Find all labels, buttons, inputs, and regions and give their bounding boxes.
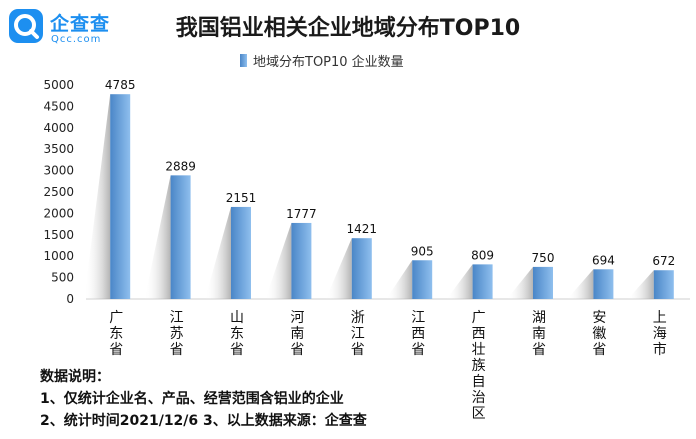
bar-shadow: [84, 94, 111, 300]
bar: [110, 94, 131, 300]
bar: [472, 264, 493, 299]
bar-shadow: [627, 270, 654, 299]
bar-shadow: [567, 269, 594, 299]
bar: [170, 175, 191, 299]
bar-shadow: [507, 266, 533, 299]
x-tick-label: 广东省: [109, 310, 123, 358]
data-label: 694: [592, 253, 615, 267]
qcc-logo-icon: [9, 9, 43, 43]
y-tick-label: 1000: [43, 249, 74, 263]
y-tick-label: 500: [51, 271, 74, 285]
x-tick-label: 江西省: [411, 310, 425, 358]
x-tick-label: 湖南省: [532, 310, 546, 358]
chart-title: 我国铝业相关企业地域分布TOP10: [175, 16, 521, 41]
brand-logo: 企查查 Qcc.com: [8, 8, 158, 48]
x-tick-label: 河南省: [290, 310, 304, 358]
y-tick-label: 3000: [43, 164, 74, 178]
chart-legend: 地域分布TOP10 企业数量: [240, 50, 404, 70]
bar-shadow: [446, 264, 473, 299]
bar-shadow: [144, 175, 171, 299]
brand-name-en: Qcc.com: [51, 34, 102, 45]
data-label: 809: [471, 248, 494, 262]
brand-name-cn: 企查查: [50, 13, 111, 35]
y-tick-label: 2500: [43, 185, 74, 199]
y-tick-label: 3500: [43, 142, 74, 156]
notes-heading: 数据说明：: [40, 369, 110, 385]
y-tick-label: 1500: [43, 228, 74, 242]
data-label: 2889: [165, 159, 196, 173]
bar: [412, 260, 433, 299]
notes-line-1: 1、仅统计企业名、产品、经营范围含铝业的企业: [40, 391, 344, 407]
x-tick-label: 上海市: [653, 310, 667, 358]
bar: [593, 269, 614, 299]
x-tick-label: 浙江省: [351, 310, 365, 358]
bar: [533, 266, 553, 299]
legend-swatch: [240, 53, 247, 67]
bar: [291, 222, 312, 299]
data-label: 905: [411, 244, 434, 258]
bar: [351, 238, 372, 299]
legend-label: 地域分布TOP10 企业数量: [253, 54, 404, 70]
bar-shadow: [325, 238, 352, 299]
x-tick-label: 广西壮族自治区: [472, 310, 486, 422]
data-label: 2151: [226, 191, 257, 205]
bar-shadow: [265, 222, 292, 299]
x-tick-label: 山东省: [230, 310, 244, 358]
x-tick-label: 江苏省: [170, 310, 184, 358]
y-tick-label: 5000: [43, 78, 74, 92]
bar-shadow: [386, 260, 413, 299]
bar: [231, 206, 251, 299]
data-label: 750: [532, 251, 555, 265]
notes-line-2: 2、统计时间2021/12/6 3、以上数据来源：企查查: [40, 413, 367, 429]
data-label: 4785: [105, 78, 136, 92]
bar-shadow: [205, 206, 231, 299]
y-tick-label: 0: [66, 292, 74, 306]
x-tick-label: 安徽省: [592, 310, 606, 358]
y-tick-label: 4500: [43, 99, 74, 113]
data-notes: 数据说明： 1、仅统计企业名、产品、经营范围含铝业的企业 2、统计时间2021/…: [40, 366, 367, 432]
bar: [653, 270, 674, 299]
y-tick-label: 2000: [43, 206, 74, 220]
data-label: 1777: [286, 207, 317, 221]
data-label: 1421: [347, 222, 378, 236]
y-tick-label: 4000: [43, 121, 74, 135]
data-label: 672: [652, 254, 675, 268]
